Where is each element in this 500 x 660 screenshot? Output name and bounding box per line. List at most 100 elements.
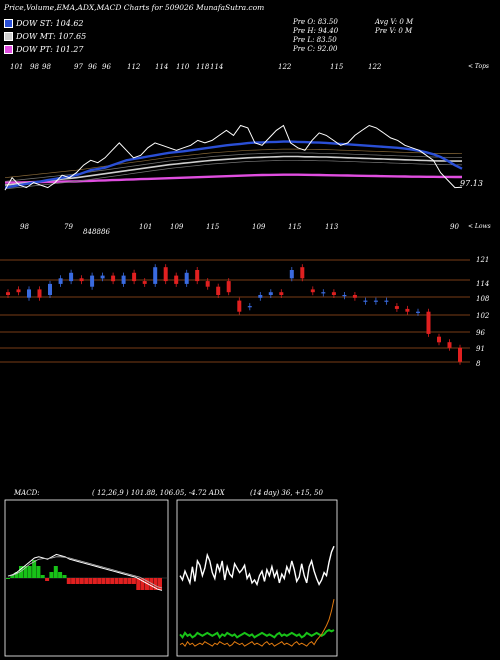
- series-line-dow-mt: [4, 155, 462, 186]
- macd-line-macd: [7, 553, 163, 591]
- price-tick: 114: [476, 280, 490, 288]
- price-tick: 108: [476, 295, 490, 303]
- legend-dow-pt: DOW PT: 101.27: [4, 45, 83, 54]
- chart-title: Price,Volume,EMA,ADX,MACD Charts for 509…: [4, 3, 265, 12]
- macd-histogram-bar: [79, 578, 84, 584]
- top-label: 114: [210, 63, 224, 71]
- macd-histogram-bar: [114, 578, 119, 584]
- macd-histogram-bar: [58, 572, 63, 578]
- low-label: 98: [20, 223, 29, 231]
- price-tick: 91: [476, 345, 485, 353]
- low-label: 109: [252, 223, 266, 231]
- lows-axis-tag: < Lows: [468, 223, 491, 230]
- legend-swatch-pt: [4, 45, 13, 54]
- top-label: 98: [30, 63, 39, 71]
- macd-histogram-bar: [105, 578, 110, 584]
- tops-axis-tag: < Tops: [468, 63, 490, 70]
- macd-histogram-bar: [36, 566, 41, 578]
- macd-histogram-bar: [123, 578, 128, 584]
- top-label: 96: [88, 63, 97, 71]
- macd-line-signal: [7, 556, 163, 589]
- top-label: 110: [176, 63, 190, 71]
- macd-histogram-bar: [145, 578, 149, 590]
- macd-histogram-bar: [149, 578, 154, 590]
- top-label: 114: [155, 63, 169, 71]
- top-label: 112: [127, 63, 141, 71]
- ema-band-line: [4, 159, 463, 190]
- macd-histogram-bar: [23, 566, 28, 578]
- macd-histogram-bar: [49, 572, 54, 578]
- top-label: 101: [10, 63, 24, 71]
- macd-histogram-bar: [136, 578, 141, 590]
- low-label: 115: [206, 223, 220, 231]
- macd-histogram-bar: [101, 578, 106, 584]
- adx-line-minusdi: [179, 598, 335, 647]
- pre-volume: Pre V: 0 M: [375, 27, 413, 35]
- price-tick: 121: [476, 256, 490, 264]
- macd-caption: MACD:: [14, 489, 40, 497]
- macd-histogram-bar: [14, 572, 19, 578]
- low-label: 86: [101, 228, 110, 236]
- adx-panel-frame: [176, 499, 338, 657]
- low-label: 109: [170, 223, 184, 231]
- ohlc-open: Pre O: 83.50: [293, 18, 338, 26]
- adx-line-plusdi: [179, 628, 335, 640]
- top-label: 118: [196, 63, 210, 71]
- macd-histogram-bar: [45, 578, 50, 581]
- series-line-price: [4, 124, 463, 191]
- legend-dow-st: DOW ST: 104.62: [4, 19, 84, 28]
- adx-line-adx: [179, 545, 335, 587]
- macd-params: ( 12,26,9 ) 101.88, 106.05, -4.72 ADX: [92, 489, 225, 497]
- macd-histogram-bar: [53, 566, 58, 578]
- macd-histogram-bar: [118, 578, 123, 584]
- top-label: 115: [330, 63, 344, 71]
- low-label: 90: [450, 223, 459, 231]
- low-label: 79: [64, 223, 73, 231]
- legend-label-mt: DOW MT: 107.65: [16, 32, 87, 41]
- series-line-dow-pt: [4, 173, 462, 184]
- macd-histogram-bar: [153, 578, 158, 590]
- low-label: 115: [288, 223, 302, 231]
- macd-histogram-bar: [84, 578, 89, 584]
- low-label: 88: [92, 228, 101, 236]
- top-label: 97: [74, 63, 83, 71]
- macd-histogram-bar: [32, 560, 37, 578]
- top-label: 96: [102, 63, 111, 71]
- macd-histogram-bar: [62, 575, 67, 578]
- last-price-label: 97.13: [460, 179, 483, 188]
- adx-params: (14 day) 36, +15, 50: [250, 489, 323, 497]
- low-label: 101: [139, 223, 153, 231]
- macd-histogram-bar: [97, 578, 102, 584]
- price-tick: 102: [476, 312, 490, 320]
- legend-dow-mt: DOW MT: 107.65: [4, 32, 86, 41]
- price-tick: 96: [476, 329, 485, 337]
- macd-histogram-bar: [92, 578, 97, 584]
- avg-volume: Avg V: 0 M: [375, 18, 414, 26]
- top-label: 122: [278, 63, 292, 71]
- legend-label-pt: DOW PT: 101.27: [16, 45, 84, 54]
- macd-histogram-bar: [110, 578, 115, 584]
- macd-histogram-bar: [131, 578, 136, 584]
- macd-histogram-bar: [140, 578, 145, 590]
- macd-histogram-bar: [27, 566, 32, 578]
- legend-swatch-st: [4, 19, 13, 28]
- legend-swatch-mt: [4, 32, 13, 41]
- macd-histogram-bar: [71, 578, 76, 584]
- low-label: 84: [83, 228, 92, 236]
- top-label: 98: [42, 63, 51, 71]
- macd-histogram-bar: [40, 575, 45, 578]
- ema-band-line: [4, 148, 463, 179]
- ohlc-close: Pre C: 92.00: [293, 45, 338, 53]
- ohlc-low: Pre L: 83.50: [293, 36, 337, 44]
- macd-histogram-bar: [10, 575, 15, 578]
- macd-histogram-bar: [6, 578, 10, 579]
- macd-histogram-bar: [127, 578, 132, 584]
- series-line-dow-st: [4, 140, 463, 189]
- price-tick: 8: [476, 360, 481, 368]
- ohlc-high: Pre H: 94.40: [293, 27, 339, 35]
- legend-label-st: DOW ST: 104.62: [16, 19, 84, 28]
- macd-histogram-bar: [75, 578, 80, 584]
- low-label: 113: [325, 223, 339, 231]
- macd-histogram-bar: [88, 578, 93, 584]
